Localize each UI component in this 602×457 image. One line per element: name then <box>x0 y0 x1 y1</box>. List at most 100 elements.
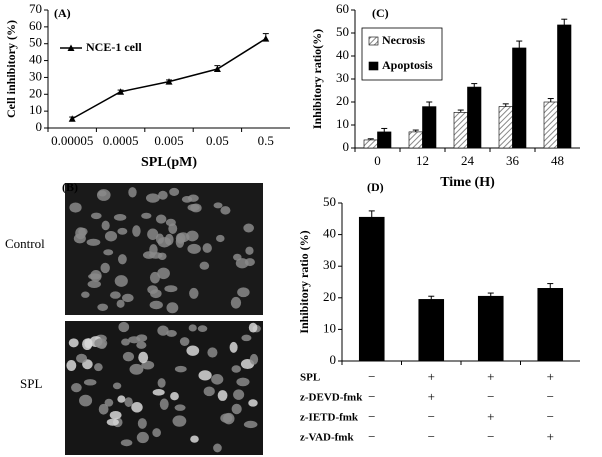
bar <box>543 101 558 149</box>
treatment-sign: − <box>547 409 554 424</box>
cell <box>243 223 254 233</box>
y-tick-label: 0 <box>343 139 350 154</box>
cell <box>188 324 197 332</box>
cell <box>71 382 82 393</box>
cell <box>170 392 179 401</box>
cell <box>157 267 170 280</box>
panel-label: (B) <box>62 180 78 194</box>
cell <box>245 246 254 255</box>
panel-label: (A) <box>54 6 71 20</box>
cell <box>137 418 147 429</box>
error-bar <box>516 40 523 48</box>
y-tick-label: 10 <box>336 116 349 131</box>
treatment-name: z-DEVD-fmk <box>300 392 363 404</box>
treatment-name: z-IETD-fmk <box>300 412 359 424</box>
cell <box>86 238 101 246</box>
error-bar <box>368 210 375 218</box>
legend-swatch <box>368 61 379 71</box>
cell <box>149 252 163 259</box>
cell <box>150 289 162 299</box>
cell <box>128 187 137 198</box>
micrograph-control <box>65 183 263 315</box>
treatment-name: z-VAD-fmk <box>300 432 354 444</box>
y-tick-label: 40 <box>29 52 42 67</box>
y-tick-label: 40 <box>336 47 349 62</box>
cell <box>211 374 224 385</box>
error-bar <box>561 18 568 25</box>
bar <box>422 106 437 149</box>
cell <box>98 190 107 197</box>
cell <box>158 190 168 200</box>
row-label: SPL <box>20 376 42 391</box>
cell <box>116 299 125 308</box>
x-axis-label: SPL(pM) <box>141 155 197 170</box>
x-tick-label: 0 <box>374 153 381 168</box>
x-tick-label: 0.005 <box>154 133 183 148</box>
treatment-sign: − <box>487 429 494 444</box>
cell <box>103 249 114 256</box>
cell <box>69 202 82 213</box>
cell <box>213 443 222 453</box>
y-tick-label: 10 <box>29 102 42 117</box>
legend-label: Necrosis <box>382 33 425 47</box>
legend-label: Apoptosis <box>382 58 433 72</box>
cell <box>207 347 218 358</box>
cell <box>147 228 159 240</box>
bar <box>467 86 482 149</box>
cell <box>75 227 87 240</box>
cell <box>169 187 180 196</box>
cell <box>202 243 212 253</box>
treatment-sign: + <box>547 369 554 384</box>
legend-box <box>361 27 443 81</box>
y-tick-label: 10 <box>323 320 336 335</box>
bar <box>498 106 513 149</box>
treatment-sign: + <box>487 409 494 424</box>
y-axis-label: Inhibitory ratio (%) <box>297 230 311 333</box>
y-axis-label: Cell inhibitory (%) <box>4 20 18 118</box>
cell <box>216 234 225 243</box>
treatment-sign: − <box>368 369 375 384</box>
panel-label: (C) <box>372 6 389 20</box>
cell <box>117 395 126 403</box>
legend-marker <box>67 44 75 51</box>
cell <box>112 382 122 390</box>
cell <box>186 345 200 356</box>
cell <box>231 365 241 373</box>
cell <box>186 230 199 242</box>
cell <box>98 403 109 415</box>
y-tick-label: 20 <box>29 85 42 100</box>
cell <box>244 258 255 267</box>
x-tick-label: 0.5 <box>258 133 274 148</box>
cell <box>87 280 101 288</box>
cell <box>217 390 228 401</box>
cell <box>241 334 252 342</box>
error-bar <box>381 127 388 132</box>
bar <box>512 47 527 149</box>
cell <box>118 254 127 265</box>
bar <box>418 299 445 362</box>
cell <box>83 379 97 386</box>
cell <box>120 439 133 447</box>
cell <box>90 269 102 282</box>
cell <box>66 360 77 372</box>
cell <box>101 220 110 231</box>
marker <box>68 115 76 122</box>
error-bar <box>547 283 554 289</box>
cell <box>129 363 144 375</box>
error-bar <box>367 138 374 140</box>
bar <box>453 112 468 149</box>
y-tick-label: 70 <box>29 1 42 16</box>
cell <box>187 203 200 212</box>
cell <box>117 227 128 235</box>
cell <box>198 370 212 381</box>
y-tick-label: 60 <box>336 1 349 16</box>
cell <box>213 202 223 209</box>
y-axis-label: Inhibitory ratio(%) <box>310 29 324 129</box>
bar <box>377 131 392 149</box>
y-tick-label: 0 <box>330 352 337 367</box>
cell <box>106 418 119 426</box>
error-bar <box>428 295 435 300</box>
cell <box>157 378 166 388</box>
marker <box>262 35 270 42</box>
cell <box>122 351 135 362</box>
